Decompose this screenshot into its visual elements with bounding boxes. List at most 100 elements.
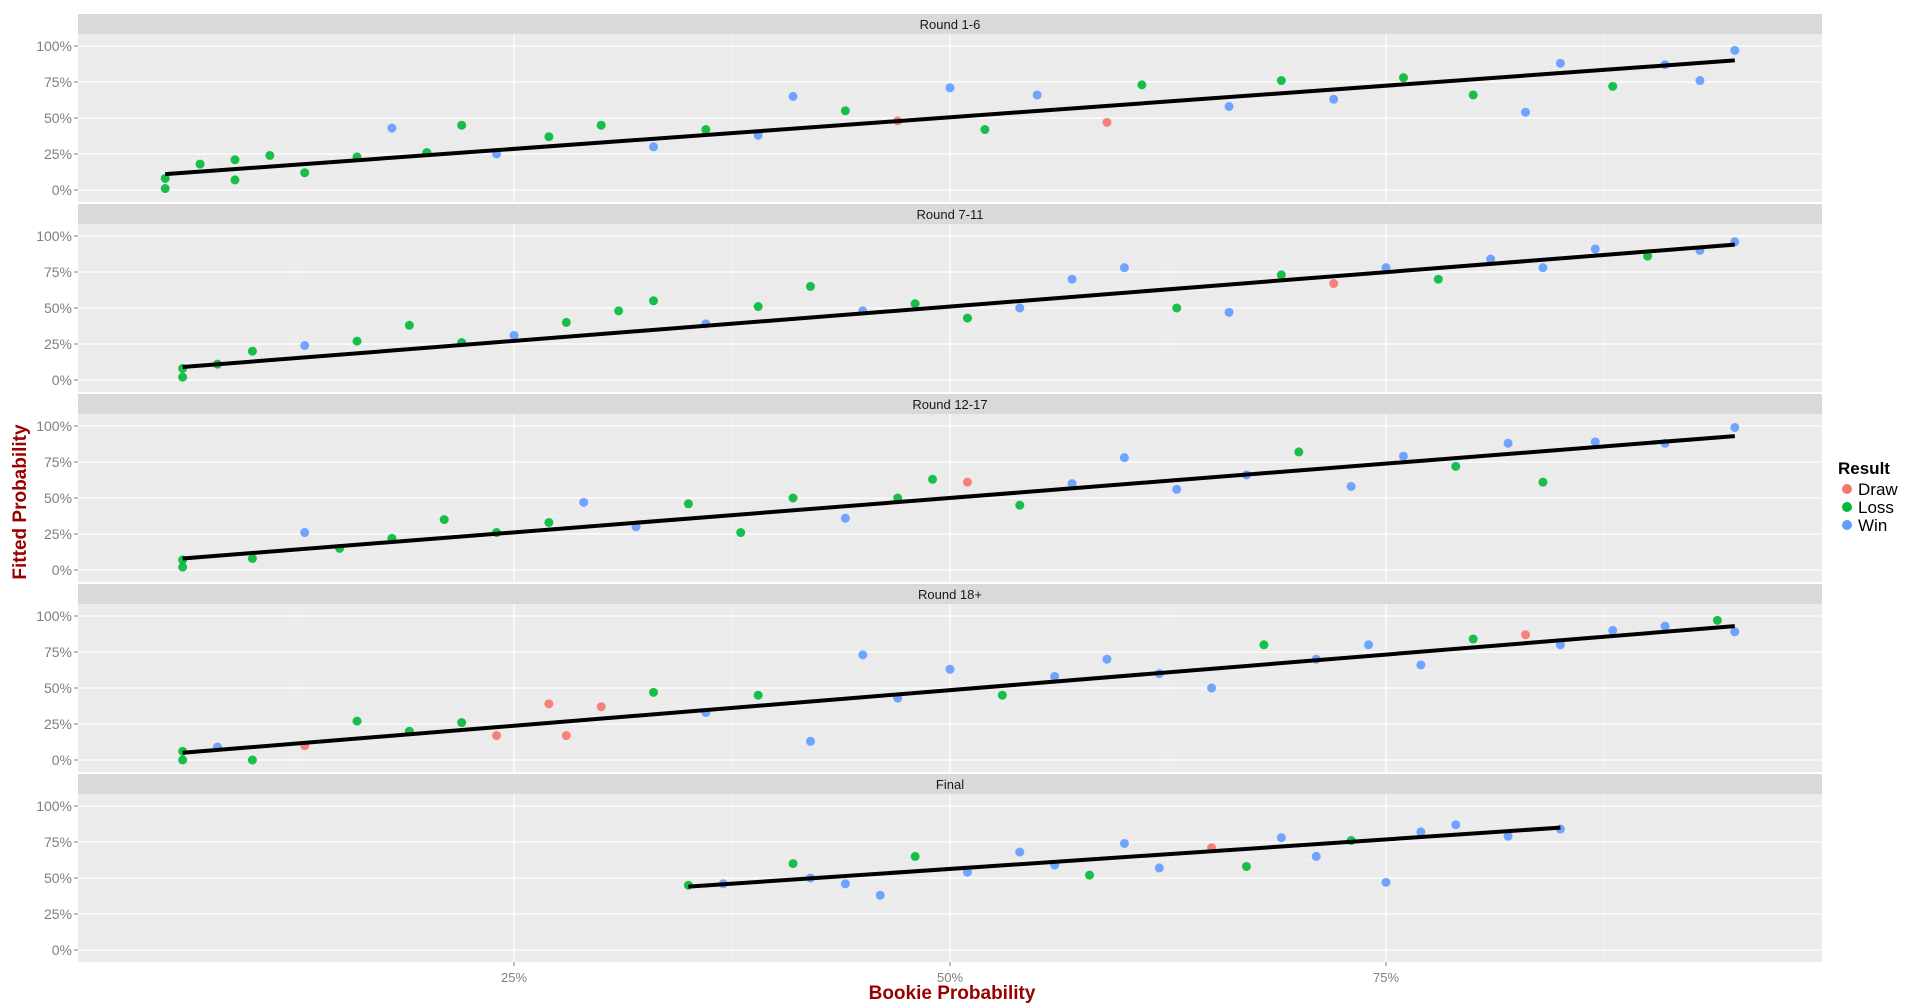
- data-point-win: [945, 83, 955, 93]
- chart-panels: Round 1-6 0% 25% 50% 75% 100% Round 7-11 0% 25% 5…: [36, 14, 1822, 962]
- data-point-loss: [1172, 303, 1182, 313]
- y-tick-label: 25%: [44, 336, 72, 352]
- data-point-loss: [596, 120, 606, 130]
- data-point-loss: [1712, 615, 1722, 625]
- data-point-win: [1486, 254, 1496, 264]
- data-point-loss: [544, 517, 554, 527]
- data-point-win: [1364, 640, 1374, 650]
- data-point-loss: [805, 281, 815, 291]
- data-point-win: [840, 513, 850, 523]
- y-tick-label: 0%: [52, 182, 72, 198]
- data-point-loss: [160, 173, 170, 183]
- panel-2: Round 7-11 0% 25% 50% 75% 100%: [36, 204, 1822, 392]
- legend-label-win: Win: [1858, 516, 1887, 535]
- data-point-loss: [178, 755, 188, 765]
- panel-strip: [78, 584, 1822, 604]
- data-point-win: [1067, 479, 1077, 489]
- data-point-win: [300, 528, 310, 538]
- data-point-win: [945, 664, 955, 674]
- data-point-win: [1276, 833, 1286, 843]
- y-tick-label: 50%: [44, 300, 72, 316]
- data-point-win: [579, 497, 589, 507]
- data-point-win: [1503, 438, 1513, 448]
- data-point-loss: [701, 125, 711, 135]
- data-point-win: [1730, 422, 1740, 432]
- data-point-win: [1015, 847, 1025, 857]
- data-point-loss: [247, 553, 257, 563]
- data-point-loss: [980, 125, 990, 135]
- panel-strip: [78, 774, 1822, 794]
- data-point-loss: [910, 299, 920, 309]
- y-tick-label: 25%: [44, 146, 72, 162]
- data-point-loss: [962, 313, 972, 323]
- data-point-win: [1608, 625, 1618, 635]
- panel-5: Final 0% 25% 50% 75% 100%: [36, 774, 1822, 962]
- data-point-loss: [265, 150, 275, 160]
- data-point-loss: [1085, 870, 1095, 880]
- data-point-loss: [649, 687, 659, 697]
- data-point-loss: [300, 168, 310, 178]
- fit-line: [182, 624, 1735, 755]
- data-point-win: [1730, 45, 1740, 55]
- y-tick-label: 100%: [36, 228, 72, 244]
- data-point-win: [1730, 627, 1740, 637]
- panel-3: Round 12-17 0% 25% 50% 75% 100%: [36, 394, 1822, 582]
- data-point-loss: [614, 306, 624, 316]
- data-point-win: [1119, 263, 1129, 273]
- data-point-loss: [753, 690, 763, 700]
- data-point-win: [1032, 90, 1042, 100]
- data-point-win: [1311, 851, 1321, 861]
- data-point-win: [1416, 827, 1426, 837]
- legend-key-loss: [1842, 502, 1852, 512]
- panel-title: Round 18+: [918, 587, 982, 602]
- panel-title: Round 7-11: [917, 207, 984, 222]
- data-point-win: [788, 91, 798, 101]
- data-point-loss: [544, 132, 554, 142]
- y-tick-label: 100%: [36, 798, 72, 814]
- data-point-win: [300, 340, 310, 350]
- y-tick-label: 0%: [52, 562, 72, 578]
- data-point-win: [875, 890, 885, 900]
- y-tick-label: 100%: [36, 38, 72, 54]
- data-point-win: [1207, 683, 1217, 693]
- data-point-win: [1555, 640, 1565, 650]
- data-point-loss: [1276, 270, 1286, 280]
- y-tick-label: 0%: [52, 752, 72, 768]
- data-point-loss: [753, 302, 763, 312]
- data-point-loss: [1294, 447, 1304, 457]
- data-point-loss: [247, 755, 257, 765]
- y-tick-label: 0%: [52, 942, 72, 958]
- panel-strip: [78, 204, 1822, 224]
- y-tick-label: 75%: [44, 74, 72, 90]
- y-tick-label: 75%: [44, 454, 72, 470]
- data-point-draw: [492, 731, 502, 741]
- data-point-win: [962, 867, 972, 877]
- data-point-win: [1172, 484, 1182, 494]
- data-point-loss: [788, 493, 798, 503]
- y-tick-label: 25%: [44, 716, 72, 732]
- y-tick-label: 100%: [36, 608, 72, 624]
- legend-label-loss: Loss: [1858, 498, 1894, 517]
- data-point-loss: [457, 718, 467, 728]
- panel-title: Round 12-17: [912, 397, 987, 412]
- data-point-win: [1346, 481, 1356, 491]
- data-point-loss: [178, 372, 188, 382]
- data-point-win: [649, 142, 659, 152]
- y-tick-label: 50%: [44, 110, 72, 126]
- x-axis-title: Bookie Probability: [869, 983, 1036, 1004]
- legend-key-win: [1842, 520, 1852, 530]
- data-point-win: [1154, 863, 1164, 873]
- data-point-win: [1590, 244, 1600, 254]
- fit-line: [688, 825, 1561, 889]
- data-point-loss: [649, 296, 659, 306]
- data-point-loss: [928, 474, 938, 484]
- data-point-draw: [962, 477, 972, 487]
- fit-line: [182, 434, 1735, 561]
- data-point-loss: [1398, 73, 1408, 83]
- data-point-win: [1381, 877, 1391, 887]
- data-point-loss: [1608, 81, 1618, 91]
- data-point-draw: [561, 731, 571, 741]
- data-point-draw: [544, 699, 554, 709]
